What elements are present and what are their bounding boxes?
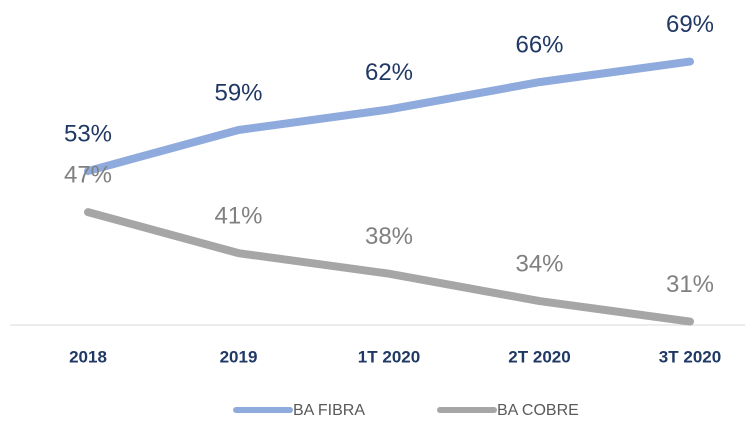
x-tick-label: 2018 [69, 347, 107, 366]
data-label: 41% [214, 203, 262, 230]
data-label: 31% [666, 271, 714, 298]
x-tick-label: 3T 2020 [659, 347, 721, 366]
data-label: 38% [365, 223, 413, 250]
legend-label: BA COBRE [497, 402, 579, 419]
data-label: 34% [515, 250, 563, 277]
legend-label: BA FIBRA [293, 402, 365, 419]
x-tick-label: 2T 2020 [508, 347, 570, 366]
series-line [84, 57, 694, 176]
data-label: 62% [365, 59, 413, 86]
data-label: 59% [214, 79, 262, 106]
data-label: 47% [64, 161, 112, 188]
data-label: 69% [666, 11, 714, 38]
data-label: 53% [64, 120, 112, 147]
series-line [84, 208, 694, 326]
data-label: 66% [515, 31, 563, 58]
x-tick-label: 1T 2020 [358, 347, 420, 366]
x-tick-label: 2019 [220, 347, 258, 366]
